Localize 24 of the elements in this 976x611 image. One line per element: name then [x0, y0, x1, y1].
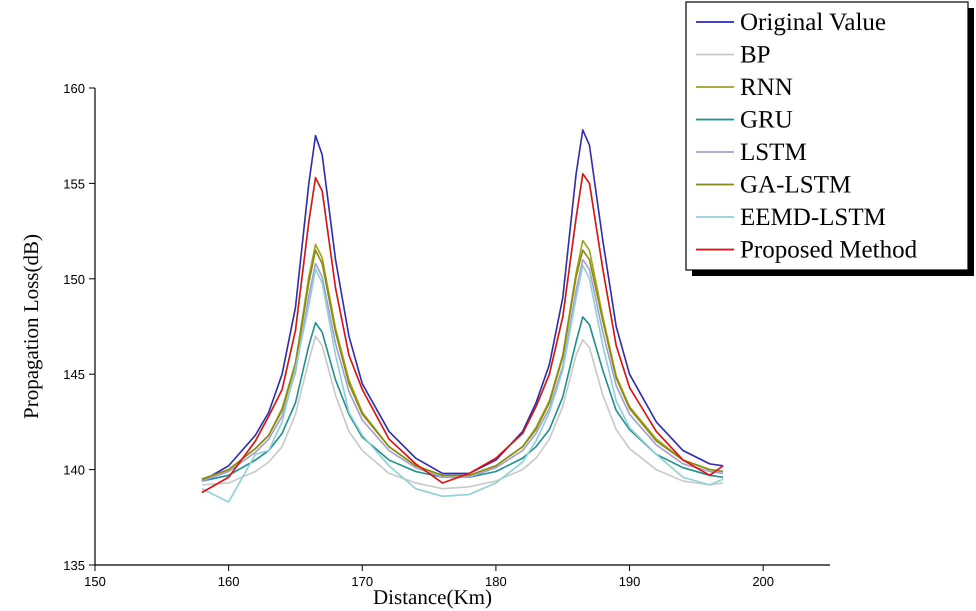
line-series — [201, 335, 724, 490]
legend-label: LSTM — [740, 139, 807, 166]
x-tick-label: 160 — [218, 574, 240, 589]
legend-label: Original Value — [740, 9, 886, 36]
x-tick-label: 190 — [618, 574, 640, 589]
legend-label: BP — [740, 42, 771, 68]
y-tick-label: 160 — [63, 81, 85, 96]
line-series — [201, 316, 724, 482]
legend-label: Proposed Method — [740, 236, 918, 264]
x-tick-label: 170 — [351, 574, 374, 589]
line-series — [201, 173, 724, 494]
y-tick-label: 150 — [63, 272, 85, 287]
y-tick-label: 140 — [63, 462, 85, 478]
legend-label: GRU — [740, 106, 793, 134]
legend-label: RNN — [740, 74, 793, 101]
line-series — [201, 129, 724, 482]
y-tick-label: 135 — [63, 558, 85, 573]
x-tick-label: 200 — [752, 574, 774, 589]
y-tick-label: 145 — [63, 367, 85, 382]
y-axis-title: Propagation Loss(dB) — [19, 234, 43, 419]
y-tick-label: 155 — [63, 176, 85, 192]
x-tick-label: 150 — [84, 574, 106, 589]
legend-label: GA-LSTM — [740, 172, 852, 198]
legend-label: EEMD-LSTM — [740, 204, 886, 231]
